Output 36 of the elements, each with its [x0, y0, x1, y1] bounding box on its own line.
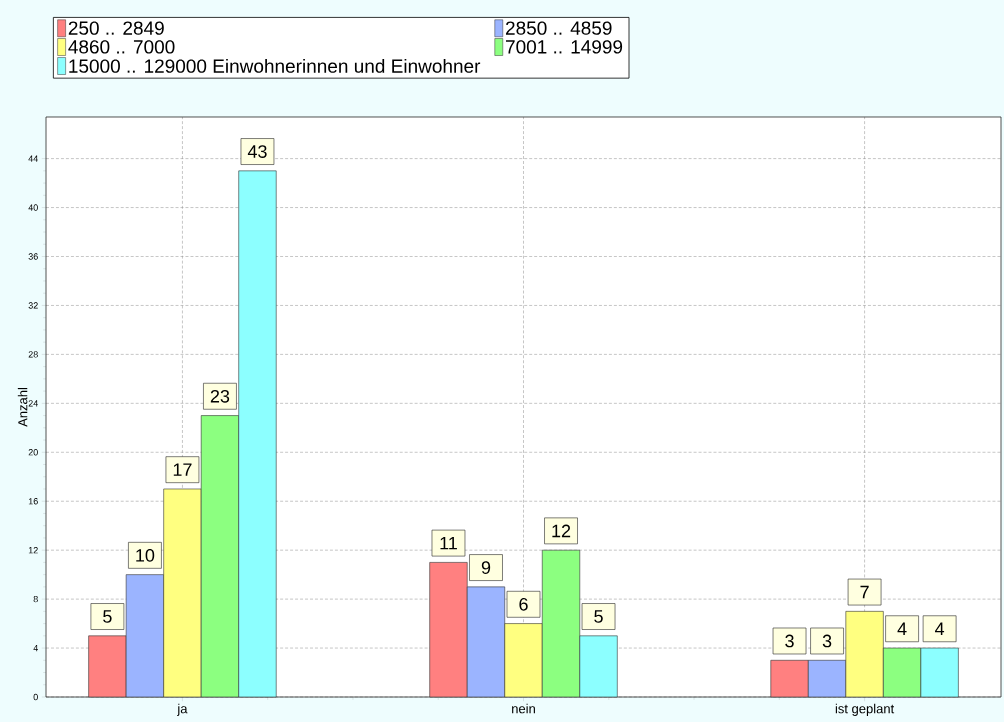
data-label: 11	[440, 536, 457, 550]
data-label: 23	[210, 389, 230, 403]
x-tick-label: ja	[177, 703, 188, 716]
data-label: 5	[103, 610, 112, 623]
data-label: 43	[247, 145, 267, 158]
data-label: 10	[136, 548, 155, 562]
legend-label: 2850 .. 4859	[505, 21, 612, 35]
x-tick-label: ist geplant	[835, 703, 895, 716]
data-label: 7	[860, 585, 869, 599]
legend-label: 7001 .. 14999	[506, 40, 623, 54]
legend-label: 4860 .. 7000	[68, 40, 175, 54]
data-label: 3	[822, 634, 832, 648]
data-label: 4	[935, 622, 945, 635]
y-tick-label: 4	[33, 644, 38, 652]
y-tick-label: 12	[28, 547, 38, 554]
y-tick-label: 28	[28, 351, 38, 358]
legend-label: 15000 .. 129000 Einwohnerinnen und Einwohner	[69, 58, 481, 73]
y-tick-label: 8	[33, 595, 38, 603]
data-label: 4	[897, 622, 907, 635]
y-tick-label: 0	[33, 693, 38, 701]
data-label: 9	[481, 561, 491, 574]
y-axis-title: Anzahl	[17, 388, 28, 427]
y-tick-label: 24	[28, 400, 38, 407]
legend-label: 250 .. 2849	[68, 21, 164, 35]
y-tick-label: 16	[28, 498, 38, 505]
data-label: 6	[519, 597, 528, 611]
data-label: 5	[594, 610, 603, 623]
data-label: 17	[173, 463, 192, 476]
y-tick-label: 44	[28, 155, 38, 162]
y-tick-label: 20	[28, 449, 38, 456]
y-tick-label: 36	[28, 253, 38, 260]
x-tick-label: nein	[512, 703, 535, 714]
data-label: 3	[785, 634, 794, 648]
y-tick-label: 32	[28, 302, 38, 309]
y-tick-label: 40	[28, 204, 38, 211]
data-label: 12	[552, 524, 571, 538]
